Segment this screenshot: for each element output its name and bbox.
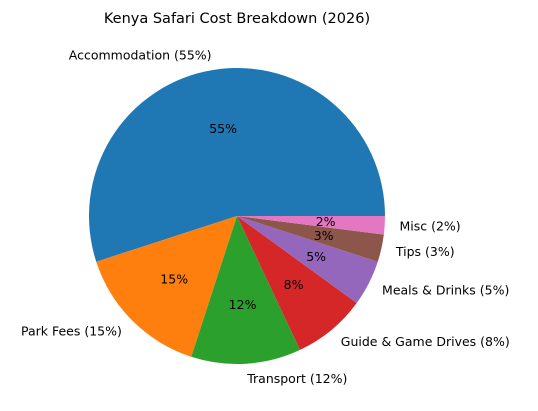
pie-slice [237, 216, 378, 303]
slice-label: Transport (12%) [246, 371, 347, 386]
slices-layer [89, 68, 386, 364]
pie-slice [96, 216, 237, 357]
slice-label: Guide & Game Drives (8%) [341, 334, 510, 349]
slice-percentage-label: 5% [306, 249, 326, 264]
slice-percentage-label: 3% [314, 228, 334, 243]
slice-percentage-label: 12% [229, 297, 257, 312]
pie-slice [237, 216, 386, 235]
slice-percentage-label: 8% [284, 277, 304, 292]
slice-label: Misc (2%) [399, 219, 460, 234]
pie-slice [237, 216, 357, 350]
slice-label: Park Fees (15%) [21, 324, 122, 339]
slice-percentage-label: 15% [160, 271, 188, 286]
slice-labels: Accommodation (55%) Park Fees (15%) Transp… [21, 48, 510, 386]
pie-slice [191, 216, 301, 364]
slice-percentage-label: 2% [316, 214, 336, 229]
pie-slice [89, 68, 386, 262]
slice-percentage-label: 55% [209, 121, 237, 136]
slice-label: Accommodation (55%) [69, 48, 212, 63]
chart-title: Kenya Safari Cost Breakdown (2026) [104, 11, 370, 27]
slice-label: Meals & Drinks (5%) [382, 282, 509, 297]
percentage-labels: 55% 15% 12% 8%5% 3%2% [160, 121, 335, 312]
slice-label: Tips (3%) [395, 244, 455, 259]
pie-slice [237, 216, 384, 262]
